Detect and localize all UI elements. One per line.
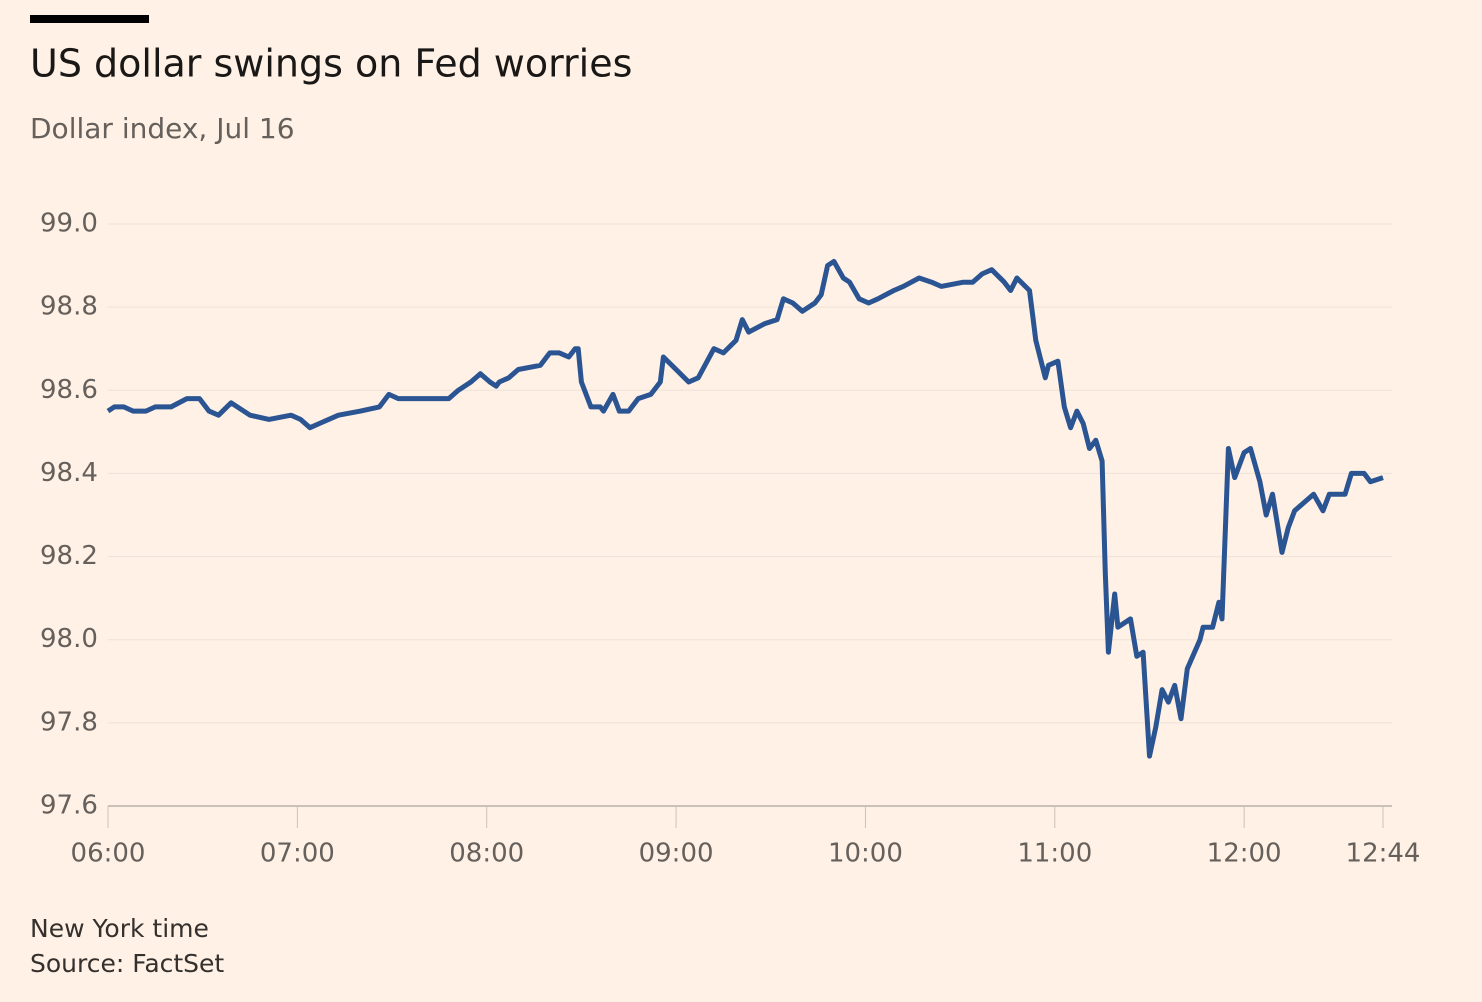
- x-tick-label: 07:00: [260, 839, 335, 869]
- x-tick-label: 12:44: [1346, 839, 1421, 869]
- top-bar: [30, 15, 149, 23]
- x-tick-label: 06:00: [71, 839, 146, 869]
- y-tick-label: 98.0: [40, 624, 98, 654]
- y-tick-label: 97.8: [40, 707, 98, 737]
- x-tick-label: 09:00: [639, 839, 714, 869]
- chart-subtitle: Dollar index, Jul 16: [30, 112, 295, 145]
- x-axis-label: New York time: [30, 914, 209, 943]
- y-tick-label: 97.6: [40, 791, 98, 821]
- y-tick-label: 98.4: [40, 458, 98, 488]
- source: Source: FactSet: [30, 949, 224, 978]
- x-tick-label: 11:00: [1017, 839, 1092, 869]
- y-tick-label: 99.0: [40, 209, 98, 239]
- y-tick-label: 98.6: [40, 375, 98, 405]
- chart-title: US dollar swings on Fed worries: [30, 42, 632, 86]
- y-tick-label: 98.2: [40, 541, 98, 571]
- data-line: [106, 258, 1384, 759]
- x-tick-label: 08:00: [449, 839, 524, 869]
- y-tick-label: 98.8: [40, 292, 98, 322]
- x-tick-label: 12:00: [1207, 839, 1282, 869]
- x-tick-label: 10:00: [828, 839, 903, 869]
